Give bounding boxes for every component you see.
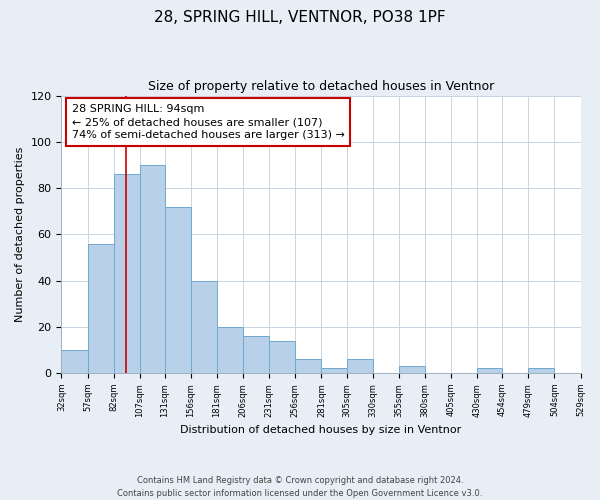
Bar [165,206,191,373]
Bar [322,368,347,373]
Bar [528,368,554,373]
Bar [61,350,88,373]
Bar [295,359,322,373]
Title: Size of property relative to detached houses in Ventnor: Size of property relative to detached ho… [148,80,494,93]
Bar [217,327,243,373]
Bar [113,174,140,373]
Text: Contains HM Land Registry data © Crown copyright and database right 2024.
Contai: Contains HM Land Registry data © Crown c… [118,476,482,498]
Bar [243,336,269,373]
Bar [140,165,165,373]
Text: 28 SPRING HILL: 94sqm
← 25% of detached houses are smaller (107)
74% of semi-det: 28 SPRING HILL: 94sqm ← 25% of detached … [72,104,344,141]
Bar [269,340,295,373]
Bar [191,280,217,373]
Y-axis label: Number of detached properties: Number of detached properties [15,146,25,322]
Bar [399,366,425,373]
Bar [347,359,373,373]
X-axis label: Distribution of detached houses by size in Ventnor: Distribution of detached houses by size … [181,425,461,435]
Text: 28, SPRING HILL, VENTNOR, PO38 1PF: 28, SPRING HILL, VENTNOR, PO38 1PF [154,10,446,25]
Bar [88,244,113,373]
Bar [477,368,502,373]
